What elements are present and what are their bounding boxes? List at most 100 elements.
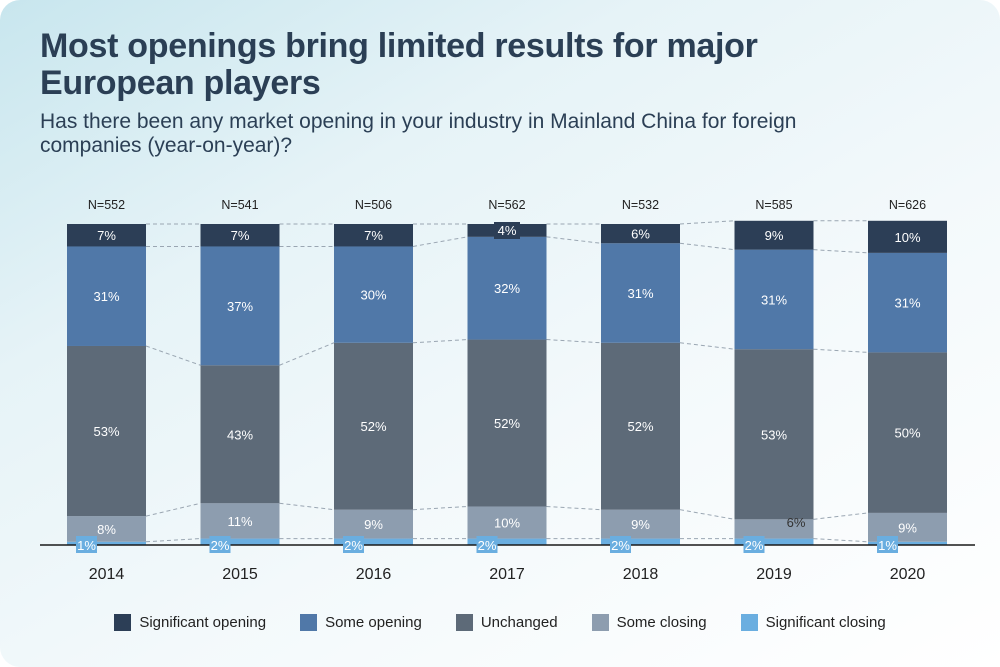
data-label-some-opening-2015: 37% <box>227 299 253 314</box>
x-tick-label-2016: 2016 <box>356 566 392 583</box>
data-label-some-closing-2015: 11% <box>227 514 252 529</box>
data-label-some-opening-2020: 31% <box>894 296 920 311</box>
connector-line <box>813 538 869 543</box>
data-label-significant-opening-2018: 6% <box>631 227 650 242</box>
bar-some-opening-2015 <box>200 246 280 366</box>
connector-line <box>145 345 201 366</box>
data-label-some-closing-2017: 10% <box>494 516 520 531</box>
bar-some-closing-2019 <box>734 519 814 539</box>
x-tick-label-2015: 2015 <box>222 566 258 583</box>
data-label-unchanged-2017: 52% <box>494 416 520 431</box>
bar-unchanged-2017 <box>467 339 547 507</box>
data-label-significant-opening-2019: 9% <box>765 228 784 243</box>
connector-line <box>412 505 468 511</box>
legend-item-some-opening: Some opening <box>300 614 422 631</box>
data-label-some-opening-2014: 31% <box>93 289 119 304</box>
bar-significant-opening-2016 <box>334 224 413 247</box>
n-label-2017: N=562 <box>488 198 525 212</box>
legend-item-significant-opening: Significant opening <box>114 614 266 631</box>
bar-some-opening-2014 <box>67 246 146 346</box>
n-label-2019: N=585 <box>755 198 792 212</box>
bar-some-opening-2019 <box>734 249 814 350</box>
data-label-significant-closing-2020: 1% <box>878 538 897 553</box>
data-label-significant-opening-2015: 7% <box>231 228 250 243</box>
bar-unchanged-2018 <box>601 342 680 510</box>
connector-line <box>145 538 201 543</box>
bar-significant-closing-2016 <box>334 538 413 545</box>
connector-line <box>145 502 201 517</box>
data-label-some-closing-2020: 9% <box>898 520 917 535</box>
data-label-significant-closing-2019: 2% <box>745 538 764 553</box>
legend-item-some-closing: Some closing <box>591 614 707 631</box>
x-tick-label-2014: 2014 <box>89 566 125 583</box>
data-label-some-closing-2014: 8% <box>97 522 116 537</box>
bar-unchanged-2020 <box>868 352 947 513</box>
bar-unchanged-2014 <box>67 345 146 517</box>
bar-unchanged-2016 <box>334 342 413 510</box>
bar-some-closing-2018 <box>601 509 680 539</box>
data-label-some-opening-2016: 30% <box>360 288 386 303</box>
label-box-significant-closing-2016 <box>343 536 364 553</box>
connector-line <box>546 339 602 344</box>
label-box-significant-closing-2020 <box>877 536 898 553</box>
data-label-some-opening-2018: 31% <box>627 286 653 301</box>
data-label-unchanged-2018: 52% <box>627 419 653 434</box>
legend-item-unchanged: Unchanged <box>455 614 558 631</box>
bar-significant-opening-2019 <box>734 220 814 250</box>
data-label-unchanged-2015: 43% <box>227 427 253 442</box>
legend-label-unchanged: Unchanged <box>480 614 558 631</box>
bar-some-closing-2015 <box>200 503 280 539</box>
data-label-significant-closing-2015: 2% <box>211 538 230 553</box>
data-label-some-closing-2016: 9% <box>364 517 383 532</box>
bar-significant-closing-2018 <box>601 538 680 545</box>
connector-line <box>679 220 735 225</box>
chart-subtitle: Has there been any market opening in you… <box>40 110 797 157</box>
data-label-unchanged-2020: 50% <box>894 426 920 441</box>
connector-line <box>546 505 602 511</box>
legend-item-significant-closing: Significant closing <box>740 614 886 631</box>
x-tick-label-2019: 2019 <box>756 566 792 583</box>
data-label-unchanged-2014: 53% <box>93 424 119 439</box>
bar-significant-closing-2015 <box>200 538 280 545</box>
connector-line <box>546 236 602 244</box>
label-box-significant-closing-2014 <box>76 536 97 553</box>
data-label-significant-opening-2016: 7% <box>364 228 383 243</box>
x-tick-label-2018: 2018 <box>623 566 659 583</box>
bar-some-opening-2017 <box>467 236 547 340</box>
data-label-significant-closing-2017: 2% <box>478 538 497 553</box>
bar-some-closing-2017 <box>467 506 547 539</box>
bar-some-opening-2016 <box>334 246 413 343</box>
connector-line <box>813 249 869 254</box>
label-box-significant-closing-2015 <box>209 536 231 553</box>
label-box-significant-closing-2019 <box>743 536 765 553</box>
n-label-2020: N=626 <box>889 198 926 212</box>
data-label-unchanged-2019: 53% <box>761 427 787 442</box>
data-label-some-closing-2018: 9% <box>631 517 650 532</box>
connector-line <box>813 512 869 520</box>
bar-significant-closing-2017 <box>467 538 547 545</box>
connector-line <box>279 342 335 366</box>
data-label-significant-opening-2014: 7% <box>97 228 116 243</box>
labels: 1%8%53%31%7%N=55220142%11%43%37%7%N=5412… <box>76 198 926 583</box>
bar-significant-closing-2019 <box>734 538 814 545</box>
data-label-unchanged-2016: 52% <box>360 419 386 434</box>
connector-line <box>679 509 735 520</box>
legend-label-significant-closing: Significant closing <box>765 614 886 631</box>
bar-unchanged-2019 <box>734 349 814 520</box>
bar-significant-opening-2020 <box>868 220 947 253</box>
connector-line <box>412 339 468 344</box>
bar-unchanged-2015 <box>200 365 280 504</box>
bar-some-opening-2020 <box>868 252 947 353</box>
data-label-significant-closing-2016: 2% <box>344 538 363 553</box>
bar-significant-closing-2020 <box>868 541 947 545</box>
connector-line <box>813 348 869 353</box>
connector-line <box>412 236 468 247</box>
legend-swatch-unchanged <box>455 614 473 631</box>
chart-legend: Significant opening Some opening Unchanged… <box>0 614 1000 631</box>
data-label-significant-closing-2018: 2% <box>611 538 630 553</box>
bar-some-closing-2016 <box>334 509 413 539</box>
connector-line <box>279 502 335 511</box>
data-label-some-opening-2017: 32% <box>494 281 520 296</box>
